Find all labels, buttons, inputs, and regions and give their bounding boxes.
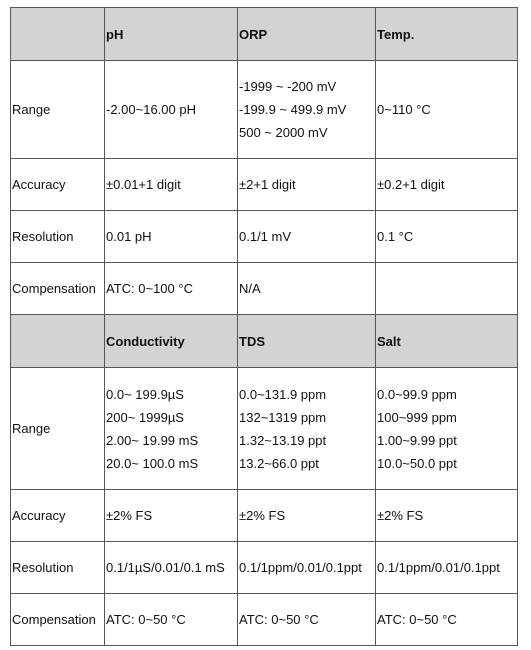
cell-temp-resolution: 0.1 °C — [375, 210, 518, 263]
cell-ph-resolution: 0.01 pH — [104, 210, 238, 263]
cell-line: -2.00~16.00 pH — [106, 102, 196, 117]
table-row-compensation: Compensation ATC: 0~50 °C ATC: 0~50 °C A… — [10, 593, 518, 646]
header-row-conductivity-tds-salt: Conductivity TDS Salt — [10, 314, 518, 368]
cell-line: 0.0~ 199.9µS — [106, 386, 184, 402]
cell-line: 2.00~ 19.99 mS — [106, 432, 199, 448]
row-label-resolution: Resolution — [10, 541, 105, 594]
specification-table: pH ORP Temp. Range -2.00~16.00 pH -1999 … — [10, 7, 518, 646]
header-orp: ORP — [237, 7, 376, 61]
row-label-compensation: Compensation — [10, 593, 105, 646]
cell-line: 10.0~50.0 ppt — [377, 455, 457, 471]
row-label-accuracy: Accuracy — [10, 489, 105, 542]
cell-tds-accuracy: ±2% FS — [237, 489, 376, 542]
cell-conductivity-accuracy: ±2% FS — [104, 489, 238, 542]
cell-ph-compensation: ATC: 0~100 °C — [104, 262, 238, 315]
row-label-resolution: Resolution — [10, 210, 105, 263]
row-label-compensation: Compensation — [10, 262, 105, 315]
header-blank — [10, 314, 105, 368]
cell-tds-range: 0.0~131.9 ppm 132~1319 ppm 1.32~13.19 pp… — [237, 367, 376, 490]
table-row-range: Range -2.00~16.00 pH -1999 ~ -200 mV -19… — [10, 60, 518, 159]
cell-salt-range: 0.0~99.9 ppm 100~999 ppm 1.00~9.99 ppt 1… — [375, 367, 518, 490]
cell-ph-accuracy: ±0.01+1 digit — [104, 158, 238, 211]
header-ph: pH — [104, 7, 238, 61]
header-blank — [10, 7, 105, 61]
cell-orp-accuracy: ±2+1 digit — [237, 158, 376, 211]
cell-conductivity-range: 0.0~ 199.9µS 200~ 1999µS 2.00~ 19.99 mS … — [104, 367, 238, 490]
header-temp: Temp. — [375, 7, 518, 61]
cell-line: 200~ 1999µS — [106, 409, 184, 425]
cell-tds-resolution: 0.1/1ppm/0.01/0.1ppt — [237, 541, 376, 594]
cell-orp-compensation: N/A — [237, 262, 376, 315]
cell-temp-accuracy: ±0.2+1 digit — [375, 158, 518, 211]
cell-temp-compensation — [375, 262, 518, 315]
cell-tds-compensation: ATC: 0~50 °C — [237, 593, 376, 646]
cell-orp-resolution: 0.1/1 mV — [237, 210, 376, 263]
cell-line: 132~1319 ppm — [239, 409, 327, 425]
cell-line: 0.0~99.9 ppm — [377, 386, 457, 402]
table-row-accuracy: Accuracy ±0.01+1 digit ±2+1 digit ±0.2+1… — [10, 158, 518, 211]
cell-line: 1.00~9.99 ppt — [377, 432, 457, 448]
cell-ph-range: -2.00~16.00 pH — [104, 60, 238, 159]
header-salt: Salt — [375, 314, 518, 368]
cell-line: 500 ~ 2000 mV — [239, 125, 328, 140]
cell-conductivity-compensation: ATC: 0~50 °C — [104, 593, 238, 646]
cell-conductivity-resolution: 0.1/1µS/0.01/0.1 mS — [104, 541, 238, 594]
header-row-ph-orp-temp: pH ORP Temp. — [10, 7, 518, 61]
row-label-range: Range — [10, 367, 105, 490]
cell-line: 0~110 °C — [377, 102, 431, 117]
header-conductivity: Conductivity — [104, 314, 238, 368]
cell-salt-compensation: ATC: 0~50 °C — [375, 593, 518, 646]
cell-line: -199.9 ~ 499.9 mV — [239, 102, 347, 117]
cell-line: 13.2~66.0 ppt — [239, 455, 319, 471]
table-row-accuracy: Accuracy ±2% FS ±2% FS ±2% FS — [10, 489, 518, 542]
cell-salt-resolution: 0.1/1ppm/0.01/0.1ppt — [375, 541, 518, 594]
table-row-compensation: Compensation ATC: 0~100 °C N/A — [10, 262, 518, 315]
cell-line: 1.32~13.19 ppt — [239, 432, 327, 448]
cell-orp-range: -1999 ~ -200 mV -199.9 ~ 499.9 mV 500 ~ … — [237, 60, 376, 159]
cell-line: 20.0~ 100.0 mS — [106, 455, 199, 471]
cell-line: 0.0~131.9 ppm — [239, 386, 327, 402]
row-label-accuracy: Accuracy — [10, 158, 105, 211]
cell-line: 100~999 ppm — [377, 409, 457, 425]
cell-line: -1999 ~ -200 mV — [239, 79, 337, 94]
table-row-resolution: Resolution 0.1/1µS/0.01/0.1 mS 0.1/1ppm/… — [10, 541, 518, 594]
header-tds: TDS — [237, 314, 376, 368]
cell-salt-accuracy: ±2% FS — [375, 489, 518, 542]
table-row-range: Range 0.0~ 199.9µS 200~ 1999µS 2.00~ 19.… — [10, 367, 518, 490]
row-label-range: Range — [10, 60, 105, 159]
cell-temp-range: 0~110 °C — [375, 60, 518, 159]
table-row-resolution: Resolution 0.01 pH 0.1/1 mV 0.1 °C — [10, 210, 518, 263]
